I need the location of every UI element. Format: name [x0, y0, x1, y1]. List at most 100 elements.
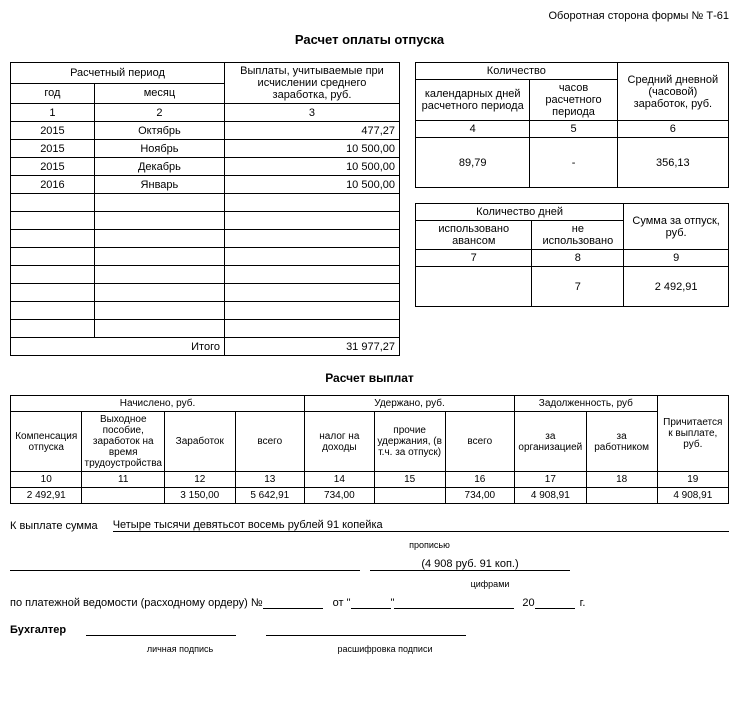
total-amount: 31 977,27 — [224, 338, 399, 356]
grp-due: Причитается к выплате, руб. — [657, 396, 728, 472]
val-hours: - — [530, 138, 617, 188]
cell-amount: 10 500,00 — [224, 158, 399, 176]
cell-year: 2016 — [11, 176, 95, 194]
cell-empty — [11, 266, 95, 284]
cell-year: 2015 — [11, 122, 95, 140]
total-label: Итого — [11, 338, 225, 356]
cell-empty — [94, 284, 224, 302]
colnum-5: 5 — [530, 121, 617, 138]
sub-byemp: за работником — [586, 412, 657, 472]
to-pay-words: Четыре тысячи девятьсот восемь рублей 91… — [113, 519, 729, 532]
grp-debt: Задолженность, руб — [515, 396, 658, 412]
payout-colnum: 11 — [82, 472, 165, 488]
payout-colnum: 15 — [374, 472, 445, 488]
payout-colnum: 10 — [11, 472, 82, 488]
days-table: Количество дней Сумма за отпуск, руб. ис… — [415, 203, 729, 307]
cell-empty — [11, 302, 95, 320]
payout-cell — [82, 488, 165, 504]
hdr-payments: Выплаты, учитываемые при исчислении сред… — [224, 63, 399, 104]
colnum-7: 7 — [416, 250, 532, 267]
payout-colnum: 12 — [164, 472, 235, 488]
payout-cell: 2 492,91 — [11, 488, 82, 504]
cell-empty — [11, 284, 95, 302]
hdr-usedadv: использовано авансом — [416, 221, 532, 250]
page-title-1: Расчет оплаты отпуска — [10, 32, 729, 47]
payout-cell: 4 908,91 — [515, 488, 587, 504]
cell-empty — [94, 320, 224, 338]
cell-empty — [224, 230, 399, 248]
hdr-qty: Количество — [416, 63, 618, 80]
hdr-period: Расчетный период — [11, 63, 225, 84]
cell-month: Январь — [94, 176, 224, 194]
words-sub: прописью — [130, 540, 729, 550]
sub-earn: Заработок — [164, 412, 235, 472]
sig-sub: личная подпись — [105, 644, 255, 654]
sub-byorg: за организацией — [515, 412, 587, 472]
cell-amount: 10 500,00 — [224, 176, 399, 194]
payout-cell: 5 642,91 — [235, 488, 304, 504]
cell-empty — [224, 248, 399, 266]
val-vacsum: 2 492,91 — [624, 267, 729, 307]
grp-accrued: Начислено, руб. — [11, 396, 305, 412]
bottom-section: К выплате сумма Четыре тысячи девятьсот … — [10, 519, 729, 654]
hdr-hours: часов расчетного периода — [530, 80, 617, 121]
decode-sub: расшифровка подписи — [285, 644, 485, 654]
colnum-8: 8 — [532, 250, 624, 267]
colnum-9: 9 — [624, 250, 729, 267]
sub-total1: всего — [235, 412, 304, 472]
cell-month: Октябрь — [94, 122, 224, 140]
cell-empty — [94, 266, 224, 284]
val-usedadv — [416, 267, 532, 307]
payout-colnum: 14 — [305, 472, 375, 488]
colnum-3: 3 — [224, 104, 399, 122]
calc-period-block: Расчетный период Выплаты, учитываемые пр… — [10, 62, 400, 356]
page-title-2: Расчет выплат — [10, 371, 729, 385]
cell-empty — [224, 194, 399, 212]
cell-empty — [94, 230, 224, 248]
cell-month: Декабрь — [94, 158, 224, 176]
payout-cell — [586, 488, 657, 504]
colnum-1: 1 — [11, 104, 95, 122]
cell-year: 2015 — [11, 158, 95, 176]
val-caldays: 89,79 — [416, 138, 530, 188]
payout-colnum: 18 — [586, 472, 657, 488]
calc-table: Расчетный период Выплаты, учитываемые пр… — [10, 62, 400, 356]
payout-cell: 734,00 — [445, 488, 514, 504]
hdr-vacsum: Сумма за отпуск, руб. — [624, 204, 729, 250]
accountant-label: Бухгалтер — [10, 624, 66, 636]
cell-empty — [11, 230, 95, 248]
payout-colnum: 16 — [445, 472, 514, 488]
cell-empty — [94, 194, 224, 212]
qty-table: Количество Средний дневной (часовой) зар… — [415, 62, 729, 188]
cell-empty — [224, 320, 399, 338]
cell-empty — [11, 194, 95, 212]
year-20: 20 — [522, 597, 534, 609]
payout-colnum: 17 — [515, 472, 587, 488]
cell-empty — [11, 212, 95, 230]
cell-amount: 10 500,00 — [224, 140, 399, 158]
sub-tax: налог на доходы — [305, 412, 375, 472]
hdr-qtydays: Количество дней — [416, 204, 624, 221]
cell-empty — [224, 266, 399, 284]
payout-colnum: 13 — [235, 472, 304, 488]
right-block: Количество Средний дневной (часовой) зар… — [415, 62, 729, 356]
cell-month: Ноябрь — [94, 140, 224, 158]
cell-empty — [224, 212, 399, 230]
payout-table: Начислено, руб. Удержано, руб. Задолженн… — [10, 395, 729, 504]
sub-total2: всего — [445, 412, 514, 472]
cell-year: 2015 — [11, 140, 95, 158]
cell-empty — [94, 212, 224, 230]
from-label: от " — [333, 597, 351, 609]
grp-withheld: Удержано, руб. — [305, 396, 515, 412]
by-doc-label: по платежной ведомости (расходному ордер… — [10, 597, 263, 609]
sub-comp: Компенсация отпуска — [11, 412, 82, 472]
cell-empty — [11, 248, 95, 266]
num-sub: цифрами — [390, 579, 590, 589]
payout-cell — [374, 488, 445, 504]
colnum-6: 6 — [617, 121, 728, 138]
year-g: г. — [580, 597, 586, 609]
colnum-4: 4 — [416, 121, 530, 138]
payout-cell: 734,00 — [305, 488, 375, 504]
hdr-avg: Средний дневной (часовой) заработок, руб… — [617, 63, 728, 121]
hdr-year: год — [11, 83, 95, 104]
